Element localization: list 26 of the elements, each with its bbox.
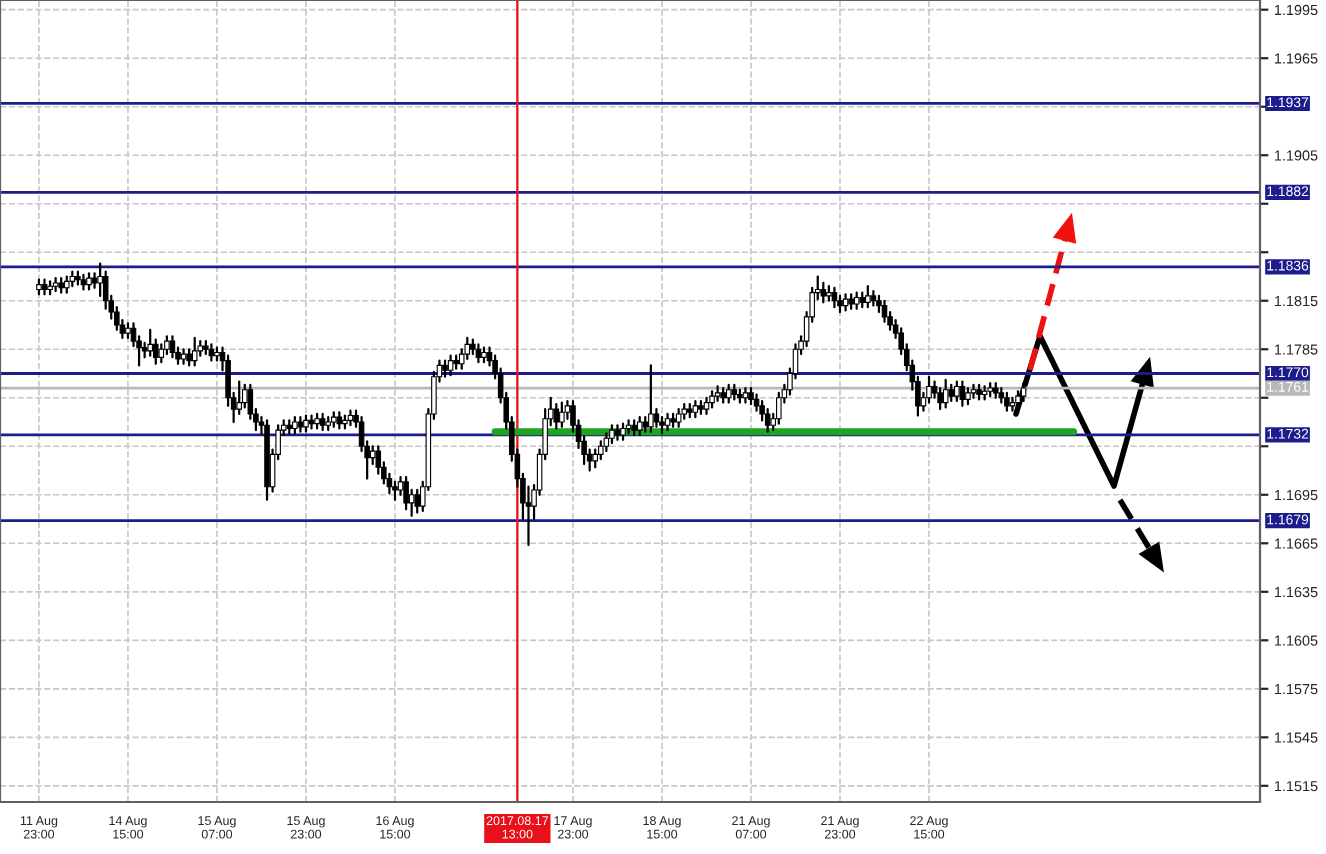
- candlestick: [881, 299, 888, 323]
- candlestick: [865, 285, 871, 309]
- candlestick: [954, 380, 960, 403]
- candlestick: [408, 488, 415, 517]
- candlestick: [742, 386, 749, 404]
- candlestick: [937, 386, 943, 411]
- candlestick: [191, 336, 198, 367]
- candlestick: [414, 488, 420, 514]
- candlestick: [559, 401, 565, 428]
- candlestick: [831, 286, 838, 309]
- candlestick: [820, 281, 827, 304]
- candlestick: [41, 278, 48, 296]
- candlestick: [97, 262, 103, 298]
- candlestick: [648, 364, 654, 433]
- candlestick: [80, 273, 87, 291]
- candlestick: [959, 380, 966, 407]
- candlestick: [970, 383, 977, 399]
- candlestick: [776, 391, 782, 425]
- candlestick: [942, 378, 949, 409]
- candlestick: [553, 403, 560, 430]
- candlestick: [926, 375, 932, 404]
- candlestick: [764, 407, 771, 433]
- candlestick: [447, 354, 454, 377]
- candlestick: [403, 475, 409, 511]
- candlestick: [236, 380, 242, 416]
- candlestick: [147, 328, 153, 357]
